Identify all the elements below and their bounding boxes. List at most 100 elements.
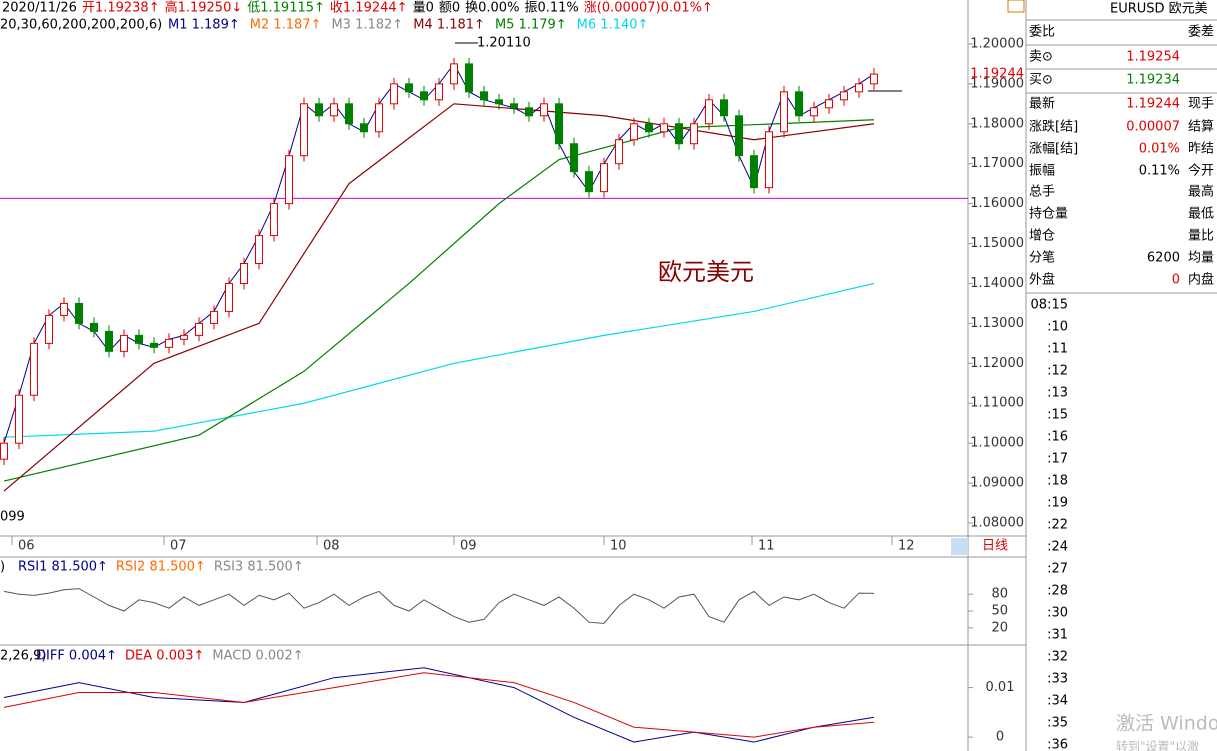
month-label: 08 — [323, 539, 340, 554]
time-label: :17 — [1047, 452, 1068, 467]
candle — [720, 99, 728, 117]
quote-value: 0.01% — [1139, 142, 1180, 157]
quote-value: 0.00007 — [1126, 120, 1180, 135]
candle — [645, 123, 653, 133]
quote-right: 委差 — [1188, 25, 1214, 40]
y-tick-label: 1.12000 — [970, 356, 1024, 371]
legend-item: 涨(0.00007)0.01%↑ — [584, 1, 713, 16]
candle — [750, 155, 758, 189]
candle — [210, 310, 218, 324]
quote-value: 6200 — [1147, 251, 1180, 266]
candle — [570, 143, 578, 173]
candle — [45, 314, 53, 344]
candle — [330, 103, 338, 117]
candle — [735, 115, 743, 157]
y-tick-label: 1.18000 — [970, 116, 1024, 131]
candle — [855, 83, 863, 93]
time-label: :36 — [1047, 738, 1068, 751]
candle — [525, 107, 533, 117]
candle — [390, 83, 398, 105]
candle — [285, 155, 293, 205]
candle — [870, 73, 878, 85]
legend-item: MACD 0.002↑ — [212, 649, 303, 664]
legend-item: M1 1.189↑ — [168, 18, 240, 33]
candle — [495, 99, 503, 105]
y-tick-label: 0 — [996, 730, 1004, 745]
candle — [360, 123, 368, 133]
legend-item: 高1.19250↓ — [165, 0, 243, 16]
macd-line — [3, 672, 875, 738]
legend-item: DEA 0.003↑ — [125, 649, 204, 664]
candle — [450, 63, 458, 85]
time-label: :22 — [1047, 518, 1068, 533]
y-tick-label: 1.19000 — [970, 76, 1024, 91]
quote-right: 昨结 — [1188, 142, 1214, 157]
quote-label: 最新 — [1029, 96, 1055, 112]
legend-item: RSI1 81.500↑ — [18, 560, 108, 575]
quote-right: 结算 — [1188, 120, 1214, 135]
time-label: :11 — [1047, 342, 1068, 357]
legend-item: 额0 — [439, 1, 460, 16]
candle — [840, 91, 848, 101]
quote-right: 今开 — [1188, 163, 1214, 179]
quote-label: 振幅 — [1029, 164, 1055, 179]
candle — [225, 282, 233, 312]
candle — [765, 131, 773, 189]
quote-right: 均量 — [1188, 251, 1214, 266]
ma-params: 20,30,60,200,200,200,6) — [0, 18, 162, 33]
time-label: :12 — [1047, 364, 1068, 379]
quote-label: 涨跌[结] — [1029, 119, 1078, 135]
annotation: 099 — [0, 510, 25, 525]
quote-right: 最高 — [1188, 184, 1214, 200]
month-label: 09 — [460, 539, 477, 554]
legend-item: RSI2 81.500↑ — [116, 560, 206, 575]
month-label: 12 — [898, 539, 915, 554]
time-label: :24 — [1047, 540, 1068, 555]
candle — [540, 103, 548, 117]
quote-label: 买⊙ — [1029, 73, 1053, 88]
time-label: :31 — [1047, 628, 1068, 643]
candle — [150, 342, 158, 348]
time-label: :35 — [1047, 716, 1068, 731]
candle — [0, 442, 8, 460]
candle — [810, 107, 818, 117]
time-label: :13 — [1047, 386, 1068, 401]
watermark: 激活 Windo — [1116, 713, 1217, 735]
quote-right: 现手 — [1188, 97, 1214, 112]
quote-label: 外盘 — [1029, 272, 1055, 288]
candle — [345, 103, 353, 125]
candle — [510, 103, 518, 109]
legend-item: 2020/11/26 — [2, 1, 77, 16]
candle — [75, 302, 83, 324]
quote-value: 1.19234 — [1126, 73, 1180, 88]
month-label: 06 — [18, 539, 35, 554]
candle — [15, 394, 23, 444]
candle — [615, 139, 623, 165]
month-label: 10 — [610, 539, 627, 554]
quote-label: 总手 — [1029, 185, 1055, 200]
candle — [705, 99, 713, 125]
candle — [435, 83, 443, 101]
time-label: :15 — [1047, 408, 1068, 423]
quote-right: 量比 — [1188, 229, 1214, 244]
last-price: 1.19244 — [970, 67, 1024, 82]
legend-item: 开1.19238↑ — [82, 1, 160, 16]
rsi-params: ) — [0, 560, 5, 575]
month-label: 11 — [758, 539, 775, 554]
quote-value: 1.19244 — [1126, 97, 1180, 112]
legend-item: 量0 — [413, 1, 434, 16]
candle — [105, 330, 113, 352]
period: 日线 — [982, 539, 1008, 554]
time-label: :18 — [1047, 474, 1068, 489]
quote-value: 0.11% — [1139, 164, 1180, 179]
quote-label: 持仓量 — [1029, 207, 1068, 222]
candle — [165, 338, 173, 348]
icon — [1007, 0, 1025, 13]
candle — [135, 334, 143, 344]
quote-label: 增仓 — [1029, 229, 1055, 244]
y-tick-label: 0.01 — [986, 680, 1015, 695]
y-tick-label: 50 — [991, 604, 1008, 619]
